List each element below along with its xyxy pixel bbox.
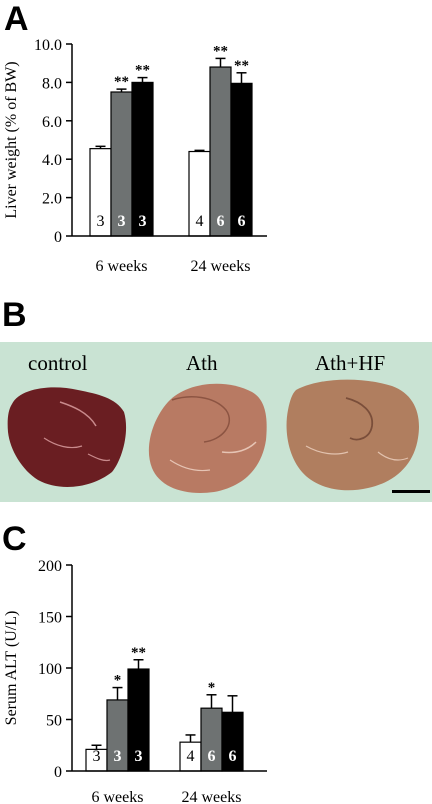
bar-n-label: 3 — [93, 748, 101, 765]
y-tick-label: 10.0 — [34, 37, 62, 54]
bar-n-label: 4 — [187, 748, 195, 765]
bar-n-label: 3 — [139, 213, 147, 230]
x-tick-label: 24 weeks — [191, 258, 251, 275]
liver-photograph: control Ath Ath+HF — [0, 342, 432, 502]
x-tick-label: 6 weeks — [96, 258, 148, 275]
bar-n-label: 6 — [217, 213, 225, 230]
significance-marker: ** — [213, 43, 228, 59]
y-tick-label: 6.0 — [42, 114, 62, 131]
y-tick-label: 0 — [54, 229, 62, 246]
bar-n-label: 6 — [229, 748, 237, 765]
significance-marker: ** — [114, 74, 129, 90]
y-tick-label: 0 — [54, 764, 62, 781]
y-tick-label: 200 — [38, 558, 62, 575]
bar-n-label: 6 — [238, 213, 246, 230]
panel-label-a: A — [4, 0, 29, 38]
bar-n-label: 3 — [118, 213, 126, 230]
bar-n-label: 3 — [135, 748, 143, 765]
bar-n-label: 4 — [196, 213, 204, 230]
scale-bar — [392, 490, 430, 493]
photo-label-ath-hf: Ath+HF — [315, 351, 385, 375]
y-tick-label: 100 — [38, 661, 62, 678]
y-tick-label: 50 — [46, 713, 62, 730]
liver-weight-chart: 0 2.0 4.0 6.0 8.0 10.0 Liver weight (% of BW) 3… — [3, 37, 267, 275]
significance-marker: * — [114, 673, 122, 689]
bar-n-label: 3 — [114, 748, 122, 765]
y-axis-label: Serum ALT (U/L) — [3, 611, 20, 726]
significance-marker: ** — [234, 58, 249, 74]
y-tick-label: 2.0 — [42, 191, 62, 208]
y-tick-label: 8.0 — [42, 75, 62, 92]
panel-label-c: C — [2, 520, 27, 558]
bar-n-label: 3 — [97, 213, 105, 230]
x-tick-label: 24 weeks — [182, 789, 242, 804]
y-tick-label: 150 — [38, 610, 62, 627]
significance-marker: * — [208, 680, 216, 696]
y-tick-label: 4.0 — [42, 152, 62, 169]
photo-label-ath: Ath — [186, 351, 218, 375]
significance-marker: ** — [131, 645, 146, 661]
liver-control — [7, 387, 127, 487]
photo-label-control: control — [28, 351, 88, 375]
significance-marker: ** — [135, 63, 150, 79]
panel-label-b: B — [2, 296, 27, 334]
liver-ath — [148, 383, 267, 493]
liver-ath-hf — [286, 379, 419, 491]
y-axis-label: Liver weight (% of BW) — [3, 61, 20, 218]
bar-n-label: 6 — [208, 748, 216, 765]
x-tick-label: 6 weeks — [92, 789, 144, 804]
